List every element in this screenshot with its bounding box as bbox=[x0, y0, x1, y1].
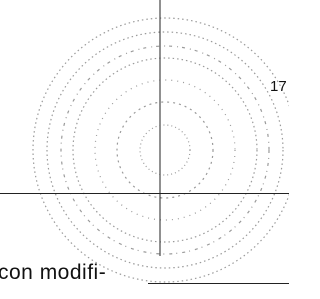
scanned-page: 17 con modifi- bbox=[0, 0, 289, 299]
page-number: 17 bbox=[270, 78, 287, 95]
page-background bbox=[0, 0, 289, 299]
text-fragment: con modifi- bbox=[0, 261, 106, 284]
